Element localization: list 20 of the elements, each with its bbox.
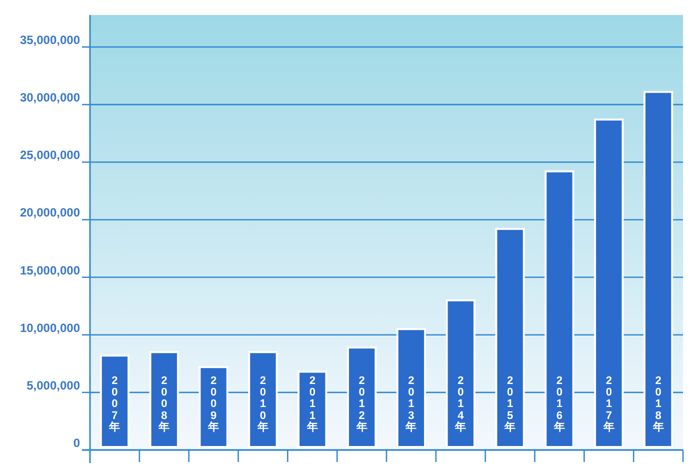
y-tick-label: 20,000,000 [20,206,80,220]
x-tick-label: 2014年 [454,375,466,434]
x-tick-label: 2007年 [108,375,120,434]
y-tick-label: 30,000,000 [20,90,80,105]
x-tick-label: 2018年 [652,375,664,434]
x-tick-label: 2010年 [256,375,268,434]
y-tick-label: 10,000,000 [20,320,80,335]
y-tick-label: 15,000,000 [20,263,80,278]
y-tick-label: 25,000,000 [20,148,80,162]
x-tick-label: 2016年 [552,375,565,434]
x-tick-label: 2008年 [158,375,170,434]
x-tick-label: 2009年 [207,375,220,434]
x-tick-label: 2013年 [404,375,417,434]
x-tick-label: 2015年 [504,375,516,434]
x-tick-label: 2012年 [355,375,368,434]
y-tick-label: 0 [73,436,80,450]
x-tick-label: 2011年 [306,375,318,434]
y-tick-label: 35,000,000 [20,33,80,47]
x-tick-label: 2017年 [602,375,614,434]
y-tick-label: 5,000,000 [26,378,80,392]
